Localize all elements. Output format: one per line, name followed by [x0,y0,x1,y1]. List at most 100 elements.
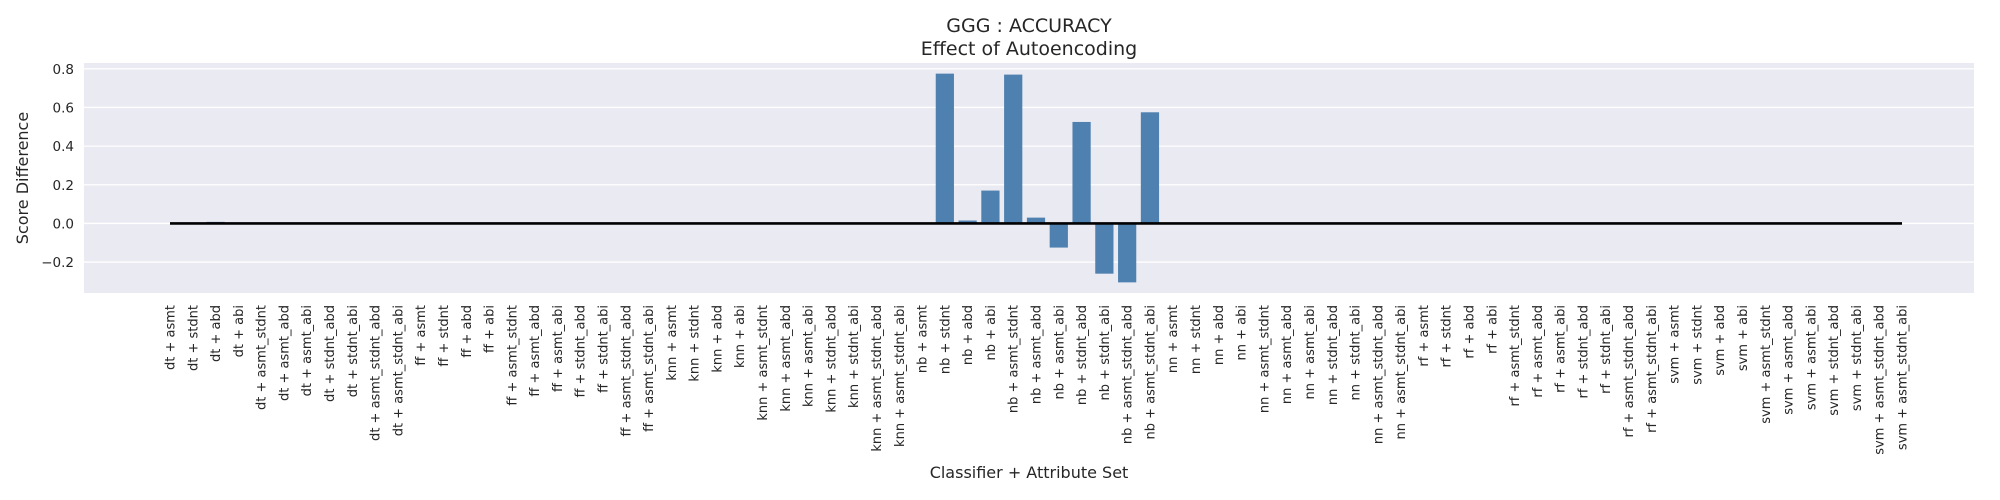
y-axis-ticks: −0.2 0.0 0.2 0.4 0.6 0.8 [41,62,74,271]
x-tick-label: rf + abi [1485,305,1500,354]
x-tick-label: knn + asmt_stdnt_abi [893,305,908,447]
x-tick-label: rf + asmt_abd [1531,305,1546,398]
x-tick-label: nn + asmt [1166,305,1181,373]
y-tick-label: 0.4 [53,139,74,155]
chart-title: GGG : ACCURACY [946,15,1112,37]
bar [1095,223,1114,274]
bar [1004,74,1023,224]
x-tick-label: ff + asmt_abd [528,305,543,397]
bar [958,220,977,224]
x-tick-label: nn + stdnt [1189,305,1204,374]
x-tick-label: svm + stdnt_abd [1827,305,1842,416]
x-tick-label: rf + abd [1463,305,1478,359]
bar [1049,223,1068,248]
x-tick-label: svm + asmt_stdnt_abi [1896,305,1911,450]
bar [981,190,1000,224]
y-tick-label: 0.2 [53,178,74,194]
x-tick-label: nb + abd [961,305,976,365]
x-tick-label: nn + stdnt_abi [1349,305,1364,400]
bar [935,73,954,224]
y-axis-label: Score Difference [13,112,32,244]
bar [1026,217,1046,224]
x-tick-label: knn + abd [710,305,725,373]
x-tick-label: nn + asmt_abd [1280,305,1295,404]
x-tick-label: nb + asmt_abi [1052,305,1067,399]
x-tick-label: ff + stdnt_abd [574,305,589,398]
bar [1072,121,1091,224]
x-tick-label: dt + stdnt_abd [323,305,338,402]
x-tick-label: nn + abi [1235,305,1250,360]
x-tick-label: nb + stdnt_abd [1075,305,1090,405]
y-tick-label: 0.6 [53,100,74,116]
y-tick-label: −0.2 [41,255,74,271]
x-axis-ticks: dt + asmt dt + stdnt dt + abd dt + abi dt + … [164,305,1911,455]
x-tick-label: knn + abi [733,305,748,368]
x-tick-label: nb + asmt [916,305,931,373]
bar [1140,112,1160,224]
x-tick-label: svm + asmt_stdnt_abd [1873,305,1888,455]
x-tick-label: nb + abi [984,305,999,360]
x-tick-label: rf + asmt_stdnt [1508,305,1523,407]
x-tick-label: ff + stdnt_abi [597,305,612,393]
plot-area [84,63,1974,293]
x-tick-label: knn + asmt_abi [802,305,817,407]
x-tick-label: dt + asmt_abi [300,305,315,396]
y-tick-label: 0.8 [53,62,74,78]
x-tick-label: nn + stdnt_abd [1326,305,1341,405]
x-tick-label: dt + abi [232,305,247,357]
x-tick-label: rf + asmt_stdnt_abd [1622,305,1637,438]
x-tick-label: dt + asmt [164,305,179,370]
x-tick-label: rf + asmt_abi [1554,305,1569,393]
x-tick-label: knn + stdnt [688,305,703,382]
x-tick-label: svm + stdnt [1690,305,1705,385]
x-tick-label: knn + asmt_stdnt_abd [870,305,885,452]
x-tick-label: rf + stdnt_abd [1576,305,1591,399]
x-tick-label: nb + asmt_stdnt_abd [1121,305,1136,444]
x-tick-label: dt + stdnt [186,305,201,371]
x-tick-label: rf + stdnt [1440,305,1455,368]
x-tick-label: dt + stdnt_abi [346,305,361,397]
x-tick-label: rf + stdnt_abi [1599,305,1614,394]
x-tick-label: ff + stdnt [437,305,452,367]
x-tick-label: rf + asmt [1417,305,1432,367]
bars [206,73,1160,283]
x-tick-label: nn + asmt_stdnt_abi [1394,305,1409,439]
x-tick-label: nn + abd [1212,305,1227,365]
x-tick-label: knn + asmt_abd [779,305,794,412]
x-tick-label: dt + asmt_abd [277,305,292,401]
bar [1118,223,1137,283]
x-tick-label: dt + abd [209,305,224,362]
x-tick-label: ff + abi [483,305,498,353]
x-tick-label: knn + asmt [665,305,680,381]
x-tick-label: svm + asmt [1668,305,1683,384]
x-tick-label: ff + asmt_abi [551,305,566,392]
x-tick-label: svm + stdnt_abi [1850,305,1865,411]
y-tick-label: 0.0 [53,216,74,232]
x-tick-label: nn + asmt_abi [1303,305,1318,399]
x-tick-label: nn + asmt_stdnt [1257,305,1272,413]
x-tick-label: nn + asmt_stdnt_abd [1371,305,1386,444]
x-tick-label: knn + stdnt_abi [847,305,862,408]
x-axis-label: Classifier + Attribute Set [930,463,1129,482]
x-tick-label: nb + stdnt_abi [1098,305,1113,400]
chart-subtitle: Effect of Autoencoding [921,38,1137,60]
x-tick-label: svm + asmt_abd [1782,305,1797,415]
x-tick-label: nb + asmt_stdnt [1007,305,1022,413]
x-tick-label: nb + asmt_stdnt_abi [1143,305,1158,439]
x-tick-label: svm + asmt_stdnt [1759,305,1774,424]
x-tick-label: rf + asmt_stdnt_abi [1645,305,1660,433]
x-tick-label: nb + asmt_abd [1030,305,1045,404]
x-tick-label: svm + abd [1713,305,1728,376]
x-tick-label: ff + asmt [414,305,429,366]
x-tick-label: knn + asmt_stdnt [756,305,771,421]
x-tick-label: ff + asmt_stdnt [505,305,520,406]
x-tick-label: svm + asmt_abi [1804,305,1819,410]
x-tick-label: ff + asmt_stdnt_abd [619,305,634,437]
x-tick-label: ff + asmt_stdnt_abi [642,305,657,432]
x-tick-label: nb + stdnt [938,305,953,374]
x-tick-label: dt + asmt_stdnt [255,305,270,410]
x-tick-label: knn + stdnt_abd [824,305,839,413]
x-tick-label: svm + abi [1736,305,1751,371]
x-tick-label: ff + abd [460,305,475,358]
